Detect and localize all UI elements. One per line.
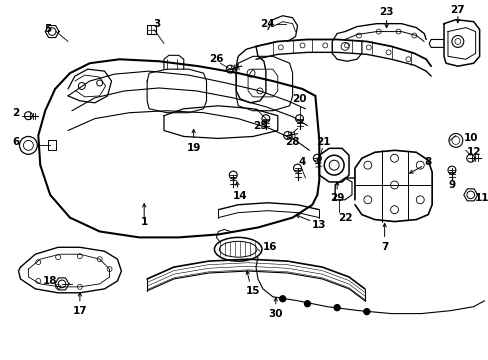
- Text: 25: 25: [252, 121, 266, 131]
- Text: 5: 5: [44, 24, 52, 33]
- Text: 22: 22: [337, 213, 351, 222]
- Text: 30: 30: [268, 309, 283, 319]
- Text: 9: 9: [447, 180, 454, 190]
- Text: 1: 1: [140, 217, 147, 226]
- Text: 29: 29: [329, 193, 344, 203]
- Text: 20: 20: [292, 94, 306, 104]
- Bar: [146, 25, 155, 34]
- Text: 14: 14: [232, 191, 247, 201]
- Text: 18: 18: [43, 276, 57, 286]
- Text: 13: 13: [311, 220, 326, 230]
- Text: 2: 2: [12, 108, 19, 118]
- Text: 12: 12: [466, 147, 480, 157]
- Text: 17: 17: [72, 306, 87, 316]
- Text: 21: 21: [315, 138, 330, 147]
- Text: 24: 24: [260, 19, 275, 29]
- Text: 28: 28: [285, 138, 299, 147]
- Circle shape: [363, 309, 369, 315]
- Text: 4: 4: [298, 157, 305, 167]
- Text: 10: 10: [463, 134, 477, 143]
- Text: 3: 3: [153, 19, 161, 29]
- Text: 7: 7: [380, 242, 387, 252]
- Text: 11: 11: [473, 193, 488, 203]
- Circle shape: [279, 296, 285, 302]
- Text: 8: 8: [424, 157, 431, 167]
- Text: 19: 19: [186, 143, 201, 153]
- Text: 15: 15: [245, 286, 260, 296]
- Text: 6: 6: [12, 138, 19, 147]
- Text: 16: 16: [262, 242, 277, 252]
- Text: 23: 23: [379, 7, 393, 17]
- Text: 26: 26: [209, 54, 223, 64]
- Text: 27: 27: [449, 5, 464, 15]
- Bar: [48, 140, 56, 150]
- Circle shape: [304, 301, 310, 307]
- Circle shape: [333, 305, 340, 311]
